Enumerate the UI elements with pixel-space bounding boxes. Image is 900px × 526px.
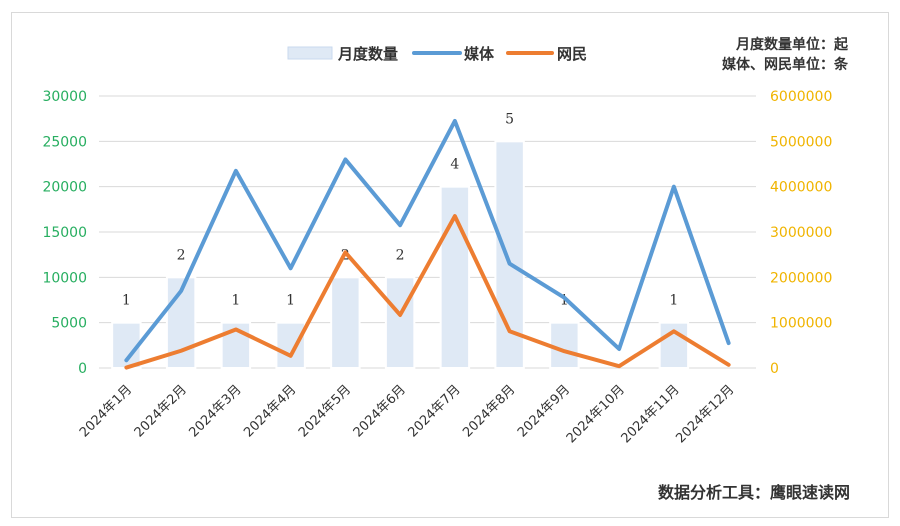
bar-data-label: 1	[669, 293, 678, 309]
left-axis-tick: 10000	[42, 270, 87, 286]
bar-data-label: 2	[177, 247, 186, 263]
x-axis-tick: 2024年1月	[77, 382, 135, 440]
series-line-netizen	[124, 214, 731, 370]
unit-note-line-1: 月度数量单位：起	[736, 37, 848, 53]
x-axis-tick: 2024年8月	[460, 382, 518, 440]
bar-data-label: 1	[122, 293, 131, 309]
right-axis-tick: 5000000	[770, 134, 832, 150]
x-axis-tick: 2024年3月	[186, 382, 244, 440]
right-axis-tick: 0	[770, 361, 779, 377]
right-axis-tick: 4000000	[770, 180, 832, 196]
chart-frame: 0 5000 10000 15000 20000 25000 30000 0 1000000 20…	[11, 12, 889, 518]
bar	[275, 321, 306, 369]
x-axis-tick: 2024年6月	[351, 382, 409, 440]
legend-label-bar: 月度数量	[337, 45, 398, 63]
left-axis-tick: 0	[78, 361, 87, 377]
bar-data-label: 2	[396, 247, 405, 263]
x-axis-tick: 2024年2月	[132, 382, 190, 440]
legend-label-media: 媒体	[464, 45, 495, 63]
bar-data-label: 1	[231, 293, 240, 309]
x-axis-tick: 2024年5月	[296, 382, 354, 440]
bar	[330, 276, 361, 370]
right-axis-tick: 1000000	[770, 316, 832, 332]
right-axis-tick: 3000000	[770, 225, 832, 241]
x-axis-tick: 2024年12月	[673, 382, 737, 446]
unit-note-line-2: 媒体、网民单位：条	[722, 57, 848, 73]
bar-data-label: 1	[286, 293, 295, 309]
bar	[439, 185, 471, 369]
source-footer: 数据分析工具：鹰眼速读网	[657, 483, 850, 502]
left-axis-tick: 15000	[42, 225, 87, 241]
left-axis-tick: 30000	[42, 89, 87, 105]
left-axis-tick: 5000	[51, 316, 87, 332]
x-axis-tick: 2024年7月	[405, 382, 463, 440]
right-axis-tick: 2000000	[770, 270, 832, 286]
bar-data-label: 4	[450, 157, 459, 173]
unit-note: 月度数量单位：起 媒体、网民单位：条	[722, 35, 848, 75]
x-axis-tick: 2024年4月	[241, 382, 299, 440]
left-axis-tick: 25000	[42, 134, 87, 150]
bar	[384, 276, 416, 370]
legend-label-netizen: 网民	[557, 45, 587, 63]
x-axis-tick: 2024年9月	[515, 382, 573, 440]
right-axis-tick: 6000000	[770, 89, 832, 105]
bar-data-label: 1	[560, 293, 569, 309]
left-axis-tick: 20000	[42, 180, 87, 196]
legend-swatch-bar	[287, 46, 333, 60]
bar-data-label: 5	[505, 111, 514, 127]
series-line-media	[124, 118, 731, 363]
bar	[549, 321, 580, 369]
chart-canvas: 0 5000 10000 15000 20000 25000 30000 0 1000000 20…	[42, 45, 832, 446]
